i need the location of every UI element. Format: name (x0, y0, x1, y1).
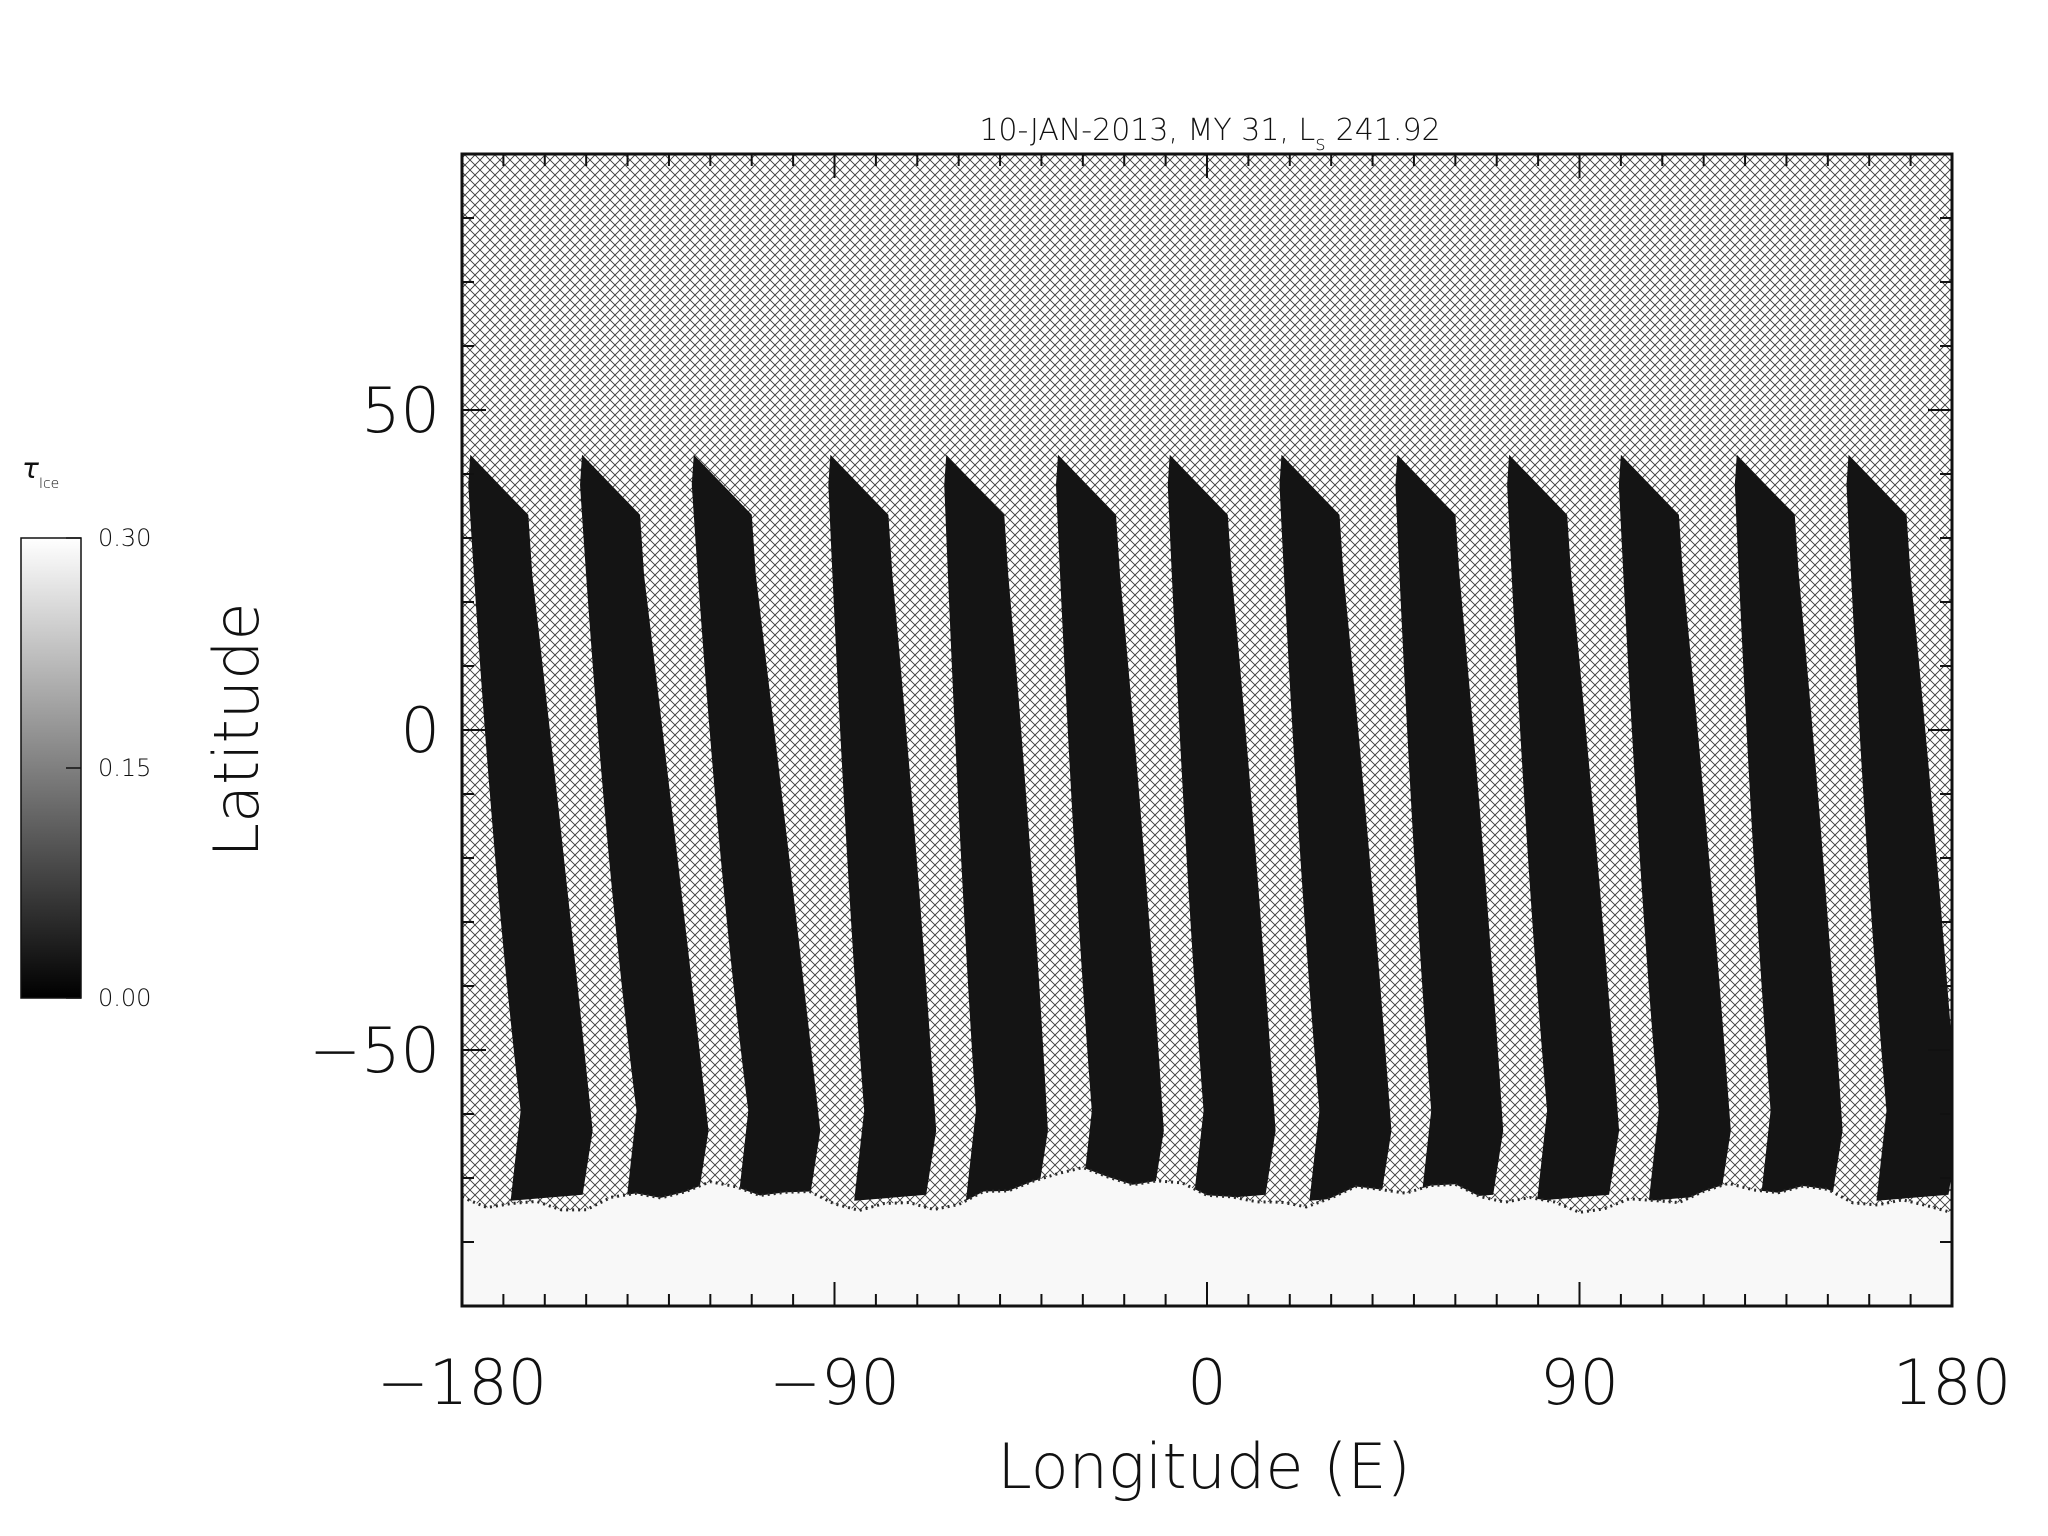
swath-14 (1958, 455, 2048, 1201)
swath-9 (1395, 454, 1504, 1201)
swaths-group (468, 454, 2048, 1201)
x-tick-label: 90 (1540, 1346, 1619, 1419)
y-axis-label: Latitude (200, 602, 273, 857)
swath-6 (1056, 454, 1164, 1201)
swath-12 (1734, 454, 1843, 1201)
colorbar-label: τIce (22, 452, 59, 492)
x-tick-label: −180 (377, 1346, 547, 1419)
chart-title-subscript: s (1315, 131, 1325, 155)
y-tick-labels: −50 0 50 (309, 374, 440, 1087)
colorbar: τIce 0.00 0.15 0.30 (20, 452, 151, 1012)
swath-2 (580, 454, 709, 1201)
polar-cap-edge (462, 1165, 1952, 1215)
chart-title-value: 241.92 (1336, 113, 1441, 148)
colorbar-label-subscript: Ice (39, 476, 59, 492)
swath-5 (944, 454, 1048, 1201)
swath-8 (1279, 454, 1392, 1201)
swath-11 (1618, 454, 1731, 1201)
x-axis-label: Longitude (E) (997, 1430, 1410, 1503)
chart-title-main: 10-JAN-2013, MY 31, L (979, 113, 1315, 148)
x-tick-label: −90 (769, 1346, 900, 1419)
swath-4 (828, 454, 937, 1201)
y-tick-label: 50 (361, 374, 440, 447)
axis-ticks (461, 153, 1953, 1307)
polar-cap-region (462, 1167, 1952, 1306)
colorbar-ticks: 0.00 0.15 0.30 (66, 524, 151, 1012)
chart-title: 10-JAN-2013, MY 31, Ls 241.92 (979, 113, 1440, 155)
y-tick-label: −50 (309, 1014, 440, 1087)
colorbar-tick-label: 0.30 (98, 524, 151, 552)
swath-13 (1846, 454, 1952, 1201)
colorbar-tick-label: 0.00 (98, 984, 151, 1012)
x-tick-label: 180 (1893, 1346, 2011, 1419)
swath-1 (468, 454, 593, 1201)
x-tick-labels: −180 −90 0 90 180 (377, 1346, 2011, 1419)
x-tick-label: 0 (1187, 1346, 1226, 1419)
y-tick-label: 0 (401, 694, 440, 767)
colorbar-tick-label: 0.15 (98, 754, 151, 782)
plot-area (462, 154, 2048, 1306)
swath-3 (691, 454, 821, 1201)
swath-7 (1167, 454, 1276, 1201)
colorbar-label-main: τ (22, 452, 39, 485)
swath-10 (1507, 454, 1620, 1201)
